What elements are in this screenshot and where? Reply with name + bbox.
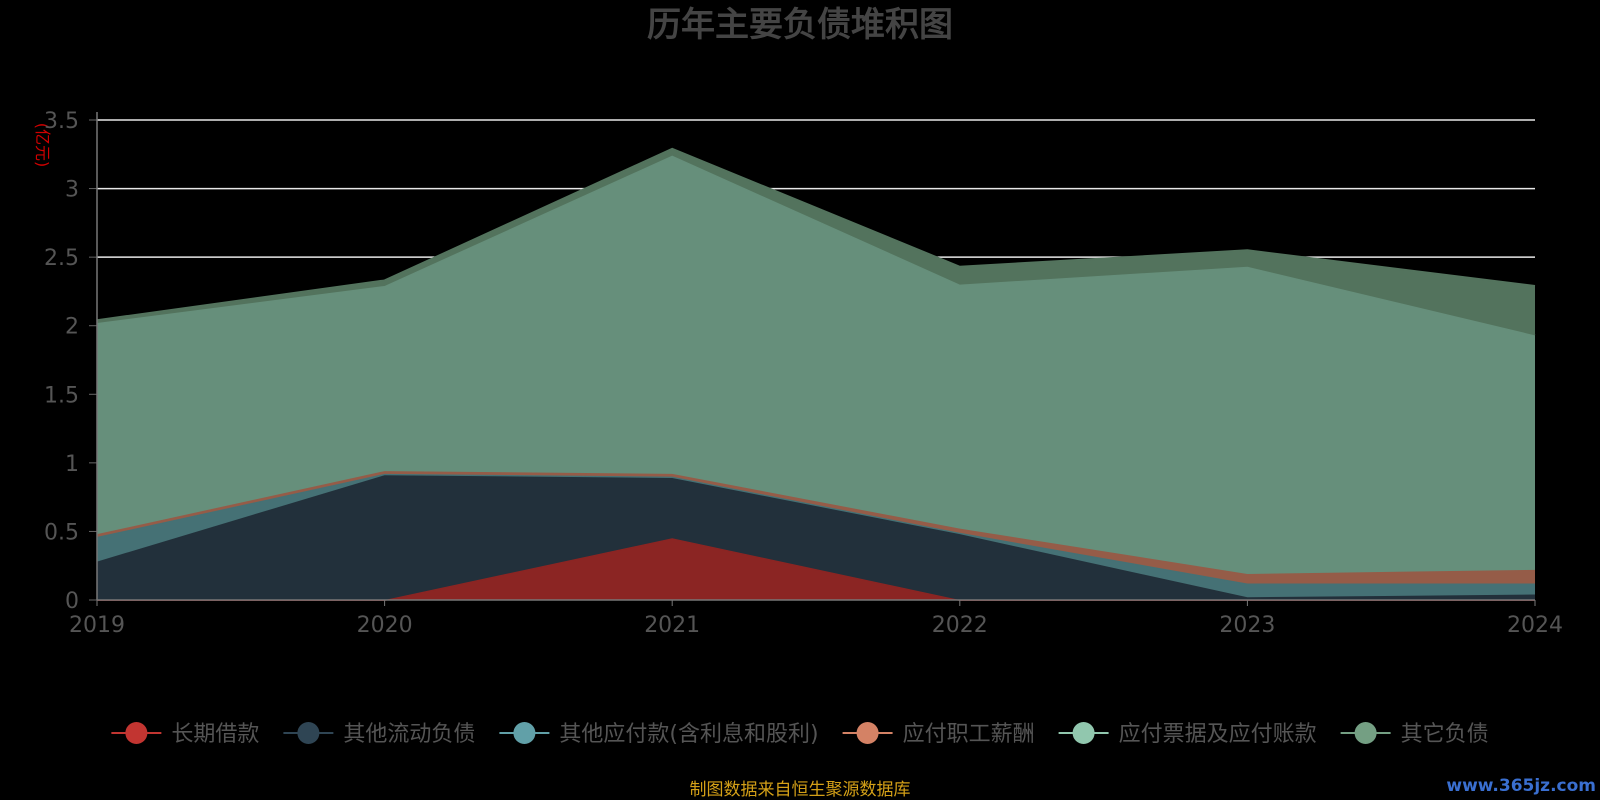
y-tick-label: 3 <box>65 178 79 203</box>
x-tick-label: 2024 <box>1507 613 1563 638</box>
legend-marker <box>297 722 320 744</box>
legend-item-其他应付款(含利息和股利)[interactable]: 其他应付款(含利息和股利) <box>499 722 819 747</box>
watermark: www.365jz.com <box>1446 776 1596 796</box>
area-line-应付职工薪酬 <box>96 470 1536 575</box>
legend-marker <box>513 722 536 744</box>
legend-item-其他流动负债[interactable]: 其他流动负债 <box>283 722 475 747</box>
y-tick-label: 2.5 <box>44 246 79 271</box>
legend-item-长期借款[interactable]: 长期借款 <box>111 722 259 747</box>
x-tick-label: 2020 <box>357 613 413 638</box>
y-tick-label: 1 <box>65 452 79 477</box>
legend-label: 应付职工薪酬 <box>903 722 1035 747</box>
legend-item-其它负债[interactable]: 其它负债 <box>1340 722 1489 747</box>
chart-title: 历年主要负债堆积图 <box>647 5 953 45</box>
x-tick-label: 2019 <box>69 613 125 638</box>
legend-marker <box>125 722 148 744</box>
legend-label: 长期借款 <box>171 722 259 747</box>
area-series-group <box>96 147 1536 601</box>
y-tick-label: 2 <box>65 315 79 340</box>
legend-label: 其它负债 <box>1401 722 1489 747</box>
legend-item-应付职工薪酬[interactable]: 应付职工薪酬 <box>842 722 1035 747</box>
legend[interactable]: 长期借款 其他流动负债 其他应付款(含利息和股利) 应付职工薪酬 应付票据及应付账款 其它… <box>111 722 1489 747</box>
x-tick-label: 2022 <box>932 613 988 638</box>
legend-marker <box>1354 722 1377 744</box>
y-tick-label: 0.5 <box>44 520 79 545</box>
area-长期借款 <box>97 538 1535 600</box>
y-tick-label: 0 <box>65 589 79 614</box>
legend-label: 应付票据及应付账款 <box>1119 722 1317 747</box>
y-tick-label: 3.5 <box>44 109 79 134</box>
x-tick-label: 2021 <box>644 613 700 638</box>
legend-label: 其他流动负债 <box>343 722 475 747</box>
area-其他流动负债 <box>97 475 1535 600</box>
legend-label: 其他应付款(含利息和股利) <box>559 722 818 747</box>
legend-marker <box>1072 722 1095 744</box>
area-line-其它负债 <box>96 147 1536 322</box>
x-tick-label: 2023 <box>1219 613 1275 638</box>
data-source-note: 制图数据来自恒生聚源数据库 <box>690 780 911 800</box>
axes: 0 0.5 1 1.5 2 2.5 3 3.5 2019 2020 2021 2022 2023 2024 <box>44 109 1563 638</box>
y-tick-label: 1.5 <box>44 383 79 408</box>
area-应付票据及应付账款 <box>97 155 1535 574</box>
area-其他应付款(含利息和股利) <box>97 473 1535 598</box>
y-axis-unit-label: (亿元) <box>33 123 52 168</box>
legend-item-应付票据及应付账款[interactable]: 应付票据及应付账款 <box>1058 722 1317 747</box>
legend-marker <box>856 722 879 744</box>
